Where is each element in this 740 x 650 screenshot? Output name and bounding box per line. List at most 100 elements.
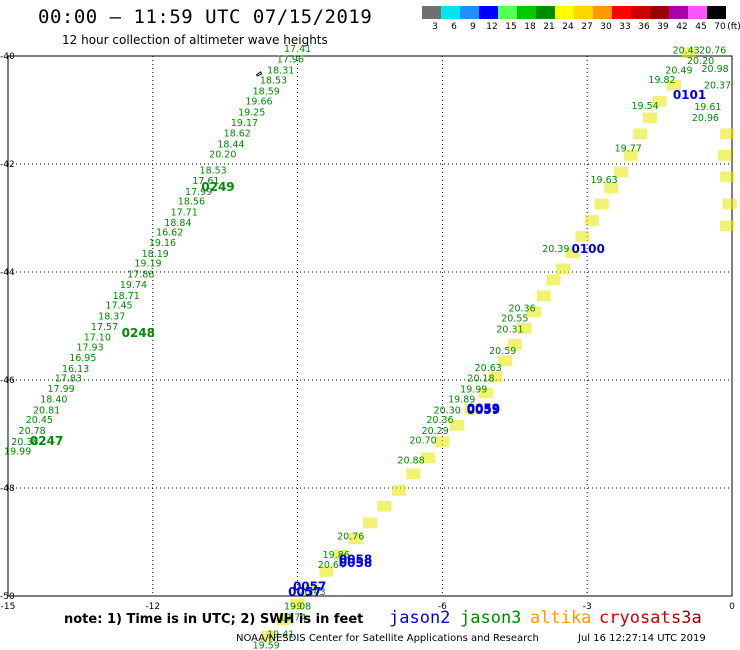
pass-time-label: 0249 bbox=[201, 180, 234, 194]
yellow-track-mark: ██ bbox=[642, 112, 658, 124]
colorbar-label: 45 bbox=[695, 22, 707, 32]
wave-height-value: 20.76 bbox=[699, 45, 726, 56]
wave-height-value: 20.63 bbox=[475, 363, 502, 374]
wave-height-value: 20.29 bbox=[422, 426, 449, 437]
colorbar-label: 12 bbox=[486, 22, 498, 32]
wave-height-value: 18.84 bbox=[164, 218, 191, 229]
yellow-track-mark: ██ bbox=[406, 468, 422, 480]
wave-height-value: 18.19 bbox=[142, 249, 169, 260]
island-outline bbox=[255, 71, 263, 77]
colorbar-swatch-36 bbox=[631, 6, 650, 19]
yellow-track-mark: ██ bbox=[434, 436, 450, 448]
latitude-label: -42 bbox=[0, 160, 15, 170]
wave-height-value: 20.81 bbox=[33, 405, 60, 416]
yellow-track-mark: ██ bbox=[545, 274, 561, 286]
pass-time-label: 0247 bbox=[30, 434, 63, 448]
pass-time-label: 0059 bbox=[467, 403, 500, 417]
wave-height-value: 16.62 bbox=[156, 227, 183, 238]
wave-height-value: 17.45 bbox=[105, 301, 132, 312]
yellow-track-mark: ██ bbox=[652, 96, 668, 108]
longitude-label: -9 bbox=[293, 602, 302, 612]
longitude-label: -6 bbox=[438, 602, 447, 612]
colorbar-swatch-70 bbox=[707, 6, 726, 19]
yellow-track-mark: ██ bbox=[719, 220, 735, 232]
yellow-track-mark: ██ bbox=[526, 306, 542, 318]
yellow-track-mark: ██ bbox=[536, 290, 552, 302]
wave-height-value: 18.37 bbox=[98, 312, 125, 323]
wave-height-value: 20.43 bbox=[673, 45, 700, 56]
yellow-track-mark: ██ bbox=[391, 484, 407, 496]
wave-height-value: 18.31 bbox=[267, 65, 294, 76]
pass-time-label: 0058 bbox=[339, 553, 372, 567]
colorbar-swatch-45 bbox=[688, 6, 707, 19]
longitude-label: -15 bbox=[1, 602, 16, 612]
wave-height-value: 19.59 bbox=[253, 640, 280, 650]
wave-height-value: 18.40 bbox=[40, 395, 67, 406]
latitude-label: -44 bbox=[0, 268, 15, 278]
wave-height-value: 17.61 bbox=[192, 176, 219, 187]
yellow-track-mark: ██ bbox=[666, 79, 682, 91]
colorbar-label: 18 bbox=[524, 22, 536, 32]
credit-text: NOAA/NESDIS Center for Satellite Applica… bbox=[236, 633, 539, 644]
wave-height-value: 19.82 bbox=[648, 75, 675, 86]
pass-time-label: 0059 bbox=[467, 401, 500, 415]
yellow-track-mark: ██ bbox=[632, 128, 648, 140]
wave-height-value: 20.39 bbox=[542, 244, 569, 255]
yellow-track-mark: ██ bbox=[719, 128, 735, 140]
colorbar-label: 27 bbox=[581, 22, 593, 32]
colorbar-swatch-15 bbox=[498, 6, 517, 19]
yellow-track-mark: ██ bbox=[584, 214, 600, 226]
legend-s3a: s3a bbox=[671, 608, 702, 628]
units-note: note: 1) Time is in UTC; 2) SWH is in fe… bbox=[64, 612, 364, 627]
colorbar-swatch-30 bbox=[593, 6, 612, 19]
map-subtitle: 12 hour collection of altimeter wave hei… bbox=[62, 33, 328, 47]
wave-height-value: 18.62 bbox=[224, 128, 251, 139]
wave-height-value: 20.55 bbox=[501, 314, 528, 325]
pass-time-label: 0058 bbox=[339, 556, 372, 570]
latitude-label: -40 bbox=[0, 52, 15, 62]
wave-height-value: 17.99 bbox=[185, 187, 212, 198]
yellow-track-mark: ██ bbox=[717, 150, 733, 162]
wave-height-value: 20.76 bbox=[337, 531, 364, 542]
wave-height-value: 19.54 bbox=[632, 101, 659, 112]
wave-height-value: 19.16 bbox=[149, 238, 176, 249]
wave-height-value: 19.63 bbox=[590, 175, 617, 186]
wave-height-value: 19.77 bbox=[615, 144, 642, 155]
yellow-track-mark: ██ bbox=[722, 198, 738, 210]
wave-height-value: 20.49 bbox=[665, 65, 692, 76]
wave-height-value: 19.08 bbox=[284, 602, 311, 613]
yellow-track-mark: ██ bbox=[290, 598, 306, 610]
yellow-track-mark: ██ bbox=[488, 371, 504, 383]
colorbar-label: 15 bbox=[505, 22, 517, 32]
colorbar-unit: (ft) bbox=[727, 22, 740, 32]
colorbar-label: 36 bbox=[638, 22, 650, 32]
colorbar-swatch-6 bbox=[441, 6, 460, 19]
longitude-label: -3 bbox=[583, 602, 592, 612]
wave-height-value: 18.53 bbox=[200, 166, 227, 177]
wave-height-value: 20.30 bbox=[434, 405, 461, 416]
wave-height-value: 20.20 bbox=[209, 150, 236, 161]
wave-height-value: 17.83 bbox=[55, 374, 82, 385]
latitude-label: -50 bbox=[0, 592, 15, 602]
colorbar-label: 21 bbox=[543, 22, 555, 32]
wave-height-value: 20.43 bbox=[298, 587, 325, 598]
map-title: 00:00 – 11:59 UTC 07/15/2019 bbox=[38, 6, 373, 28]
wave-height-value: 16.95 bbox=[69, 353, 96, 364]
yellow-track-mark: ██ bbox=[333, 549, 349, 561]
wave-height-value: 20.38 bbox=[11, 437, 38, 448]
colorbar-label: 9 bbox=[470, 22, 476, 32]
wave-height-value: 20.31 bbox=[496, 324, 523, 335]
colorbar-swatch-3 bbox=[422, 6, 441, 19]
wave-height-value: 19.17 bbox=[231, 118, 258, 129]
longitude-label: 0 bbox=[729, 602, 735, 612]
colorbar-label: 24 bbox=[562, 22, 574, 32]
wave-height-value: 19.89 bbox=[448, 395, 475, 406]
colorbar-swatch-27 bbox=[574, 6, 593, 19]
latitude-label: -46 bbox=[0, 376, 15, 386]
yellow-track-mark: ██ bbox=[304, 582, 320, 594]
wave-height-value: 19.99 bbox=[460, 384, 487, 395]
colorbar-label: 30 bbox=[600, 22, 612, 32]
yellow-track-mark: ██ bbox=[603, 182, 619, 194]
wave-height-value: 20.36 bbox=[508, 303, 535, 314]
